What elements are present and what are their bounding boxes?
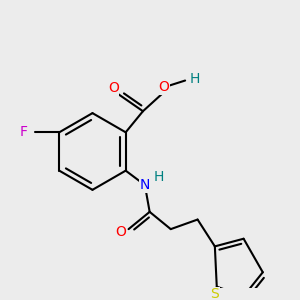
- Text: O: O: [116, 225, 126, 239]
- Text: O: O: [108, 81, 119, 95]
- Text: F: F: [20, 125, 28, 139]
- Text: S: S: [211, 287, 219, 300]
- Text: H: H: [154, 170, 164, 184]
- Text: O: O: [159, 80, 170, 94]
- Text: H: H: [190, 72, 200, 86]
- Text: N: N: [140, 178, 150, 192]
